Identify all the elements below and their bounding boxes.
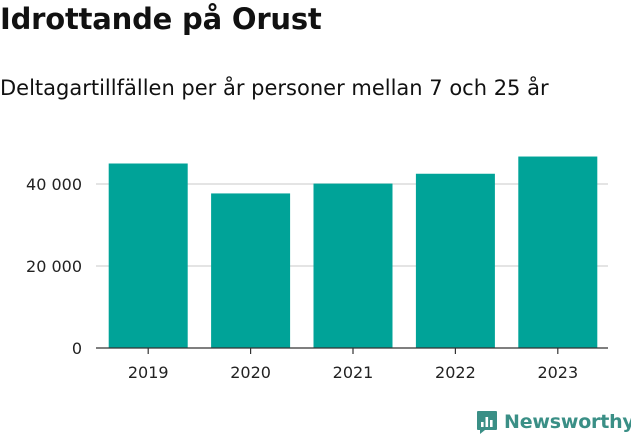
y-tick-label: 20 000 [26, 257, 82, 276]
y-axis-ticks: 0 20 000 40 000 [26, 175, 82, 358]
chart-title: Idrottande på Orust [0, 2, 322, 36]
bar-2023 [518, 156, 598, 348]
bar-2019 [108, 163, 188, 348]
bar-2020 [211, 193, 291, 348]
x-tick-label: 2023 [537, 363, 578, 382]
bars [108, 156, 598, 348]
brand-logo: Newsworthy [476, 405, 631, 439]
x-tick-label: 2020 [230, 363, 271, 382]
y-tick-label: 40 000 [26, 175, 82, 194]
x-tick-label: 2021 [333, 363, 374, 382]
bar-chart: 2019 2020 2021 2022 2023 0 20 000 40 000 [26, 156, 608, 382]
bar-2021 [313, 183, 393, 348]
newsworthy-logo-icon [477, 410, 497, 434]
brand-name: Newsworthy [504, 411, 631, 433]
x-tick-label: 2022 [435, 363, 476, 382]
x-axis-ticks: 2019 2020 2021 2022 2023 [128, 348, 578, 382]
x-tick-label: 2019 [128, 363, 169, 382]
bar-2022 [415, 173, 495, 348]
chart-subtitle: Deltagartillfällen per år personer mella… [0, 76, 549, 100]
y-tick-label: 0 [72, 339, 82, 358]
